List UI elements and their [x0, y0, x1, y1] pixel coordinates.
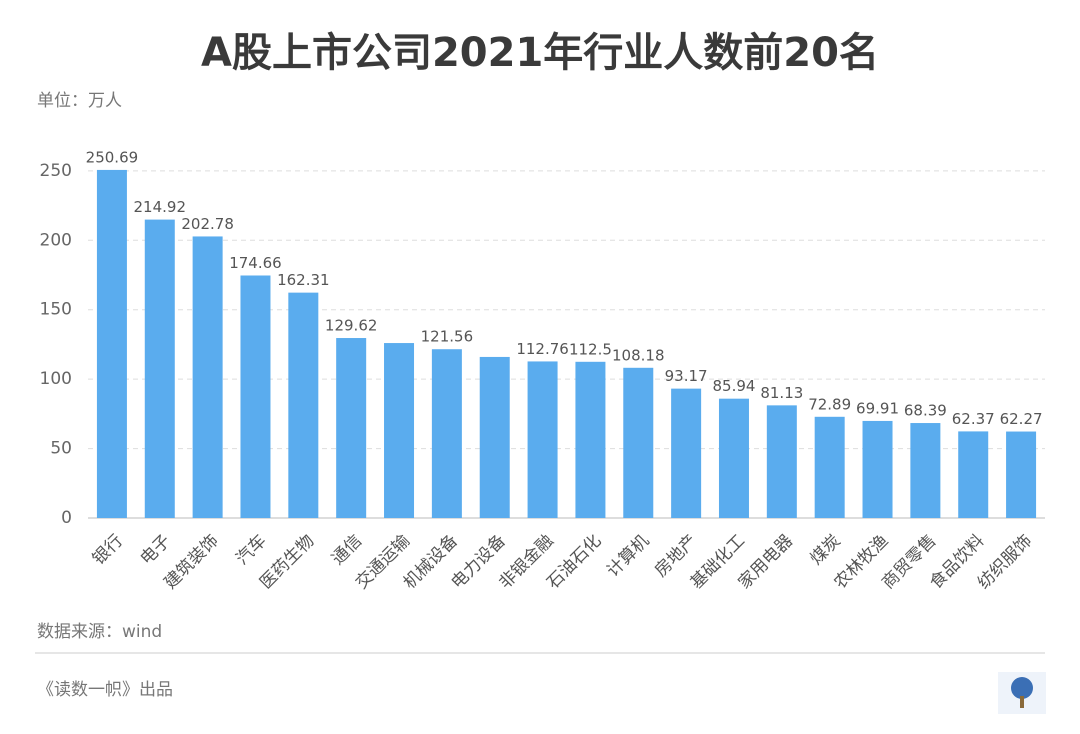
x-tick-label: 银行: [89, 531, 127, 569]
bar: [96, 169, 127, 518]
bar: [718, 398, 749, 518]
value-label: 174.66: [229, 254, 282, 272]
bar: [479, 356, 510, 518]
bar: [384, 343, 415, 518]
value-label: 93.17: [665, 367, 708, 385]
bar: [623, 367, 654, 518]
x-tick-label: 煤炭: [807, 531, 845, 569]
value-label: 121.56: [421, 328, 474, 346]
chart-title: A股上市公司2021年行业人数前20名: [201, 30, 879, 76]
y-tick-label: 250: [40, 161, 72, 181]
bar: [288, 292, 319, 518]
value-label: 250.69: [86, 148, 139, 166]
value-label: 85.94: [712, 377, 755, 395]
source: 数据来源：wind: [37, 622, 162, 642]
bar: [336, 338, 367, 518]
y-tick-label: 200: [40, 230, 72, 250]
bar: [766, 405, 797, 518]
bar: [575, 361, 606, 518]
value-label: 162.31: [277, 271, 330, 289]
bar: [958, 431, 989, 518]
bar: [431, 349, 462, 518]
bar: [862, 420, 893, 518]
bar: [527, 361, 558, 518]
value-label: 62.37: [952, 410, 995, 428]
logo-trunk: [1020, 696, 1024, 708]
value-label: 202.78: [181, 215, 234, 233]
value-label: 108.18: [612, 346, 665, 364]
x-tick-label: 电子: [137, 531, 175, 569]
bar: [910, 423, 941, 518]
value-label: 81.13: [760, 384, 803, 402]
value-label: 72.89: [808, 395, 851, 413]
value-label: 69.91: [856, 399, 899, 417]
bar: [671, 388, 702, 518]
y-tick-label: 150: [40, 300, 72, 320]
value-label: 62.27: [1000, 410, 1043, 428]
value-label: 129.62: [325, 317, 378, 335]
value-label: 214.92: [134, 198, 187, 216]
x-tick-label: 汽车: [232, 531, 270, 569]
bar: [1006, 431, 1037, 518]
value-label: 112.5: [569, 340, 612, 358]
unit-label: 单位：万人: [37, 91, 122, 111]
logo-tree: [1011, 677, 1033, 699]
y-tick-label: 50: [50, 439, 72, 459]
bar: [814, 416, 845, 518]
value-label: 68.39: [904, 402, 947, 420]
value-label: 112.76: [516, 340, 569, 358]
y-tick-label: 0: [61, 508, 72, 528]
logo: [998, 672, 1046, 714]
x-tick-label: 通信: [328, 531, 366, 569]
bar: [240, 275, 271, 518]
y-tick-label: 100: [40, 369, 72, 389]
credit: 《读数一帜》出品: [37, 680, 173, 700]
bar: [144, 219, 175, 518]
x-tick-label: 计算机: [603, 531, 653, 581]
bar: [192, 236, 223, 519]
